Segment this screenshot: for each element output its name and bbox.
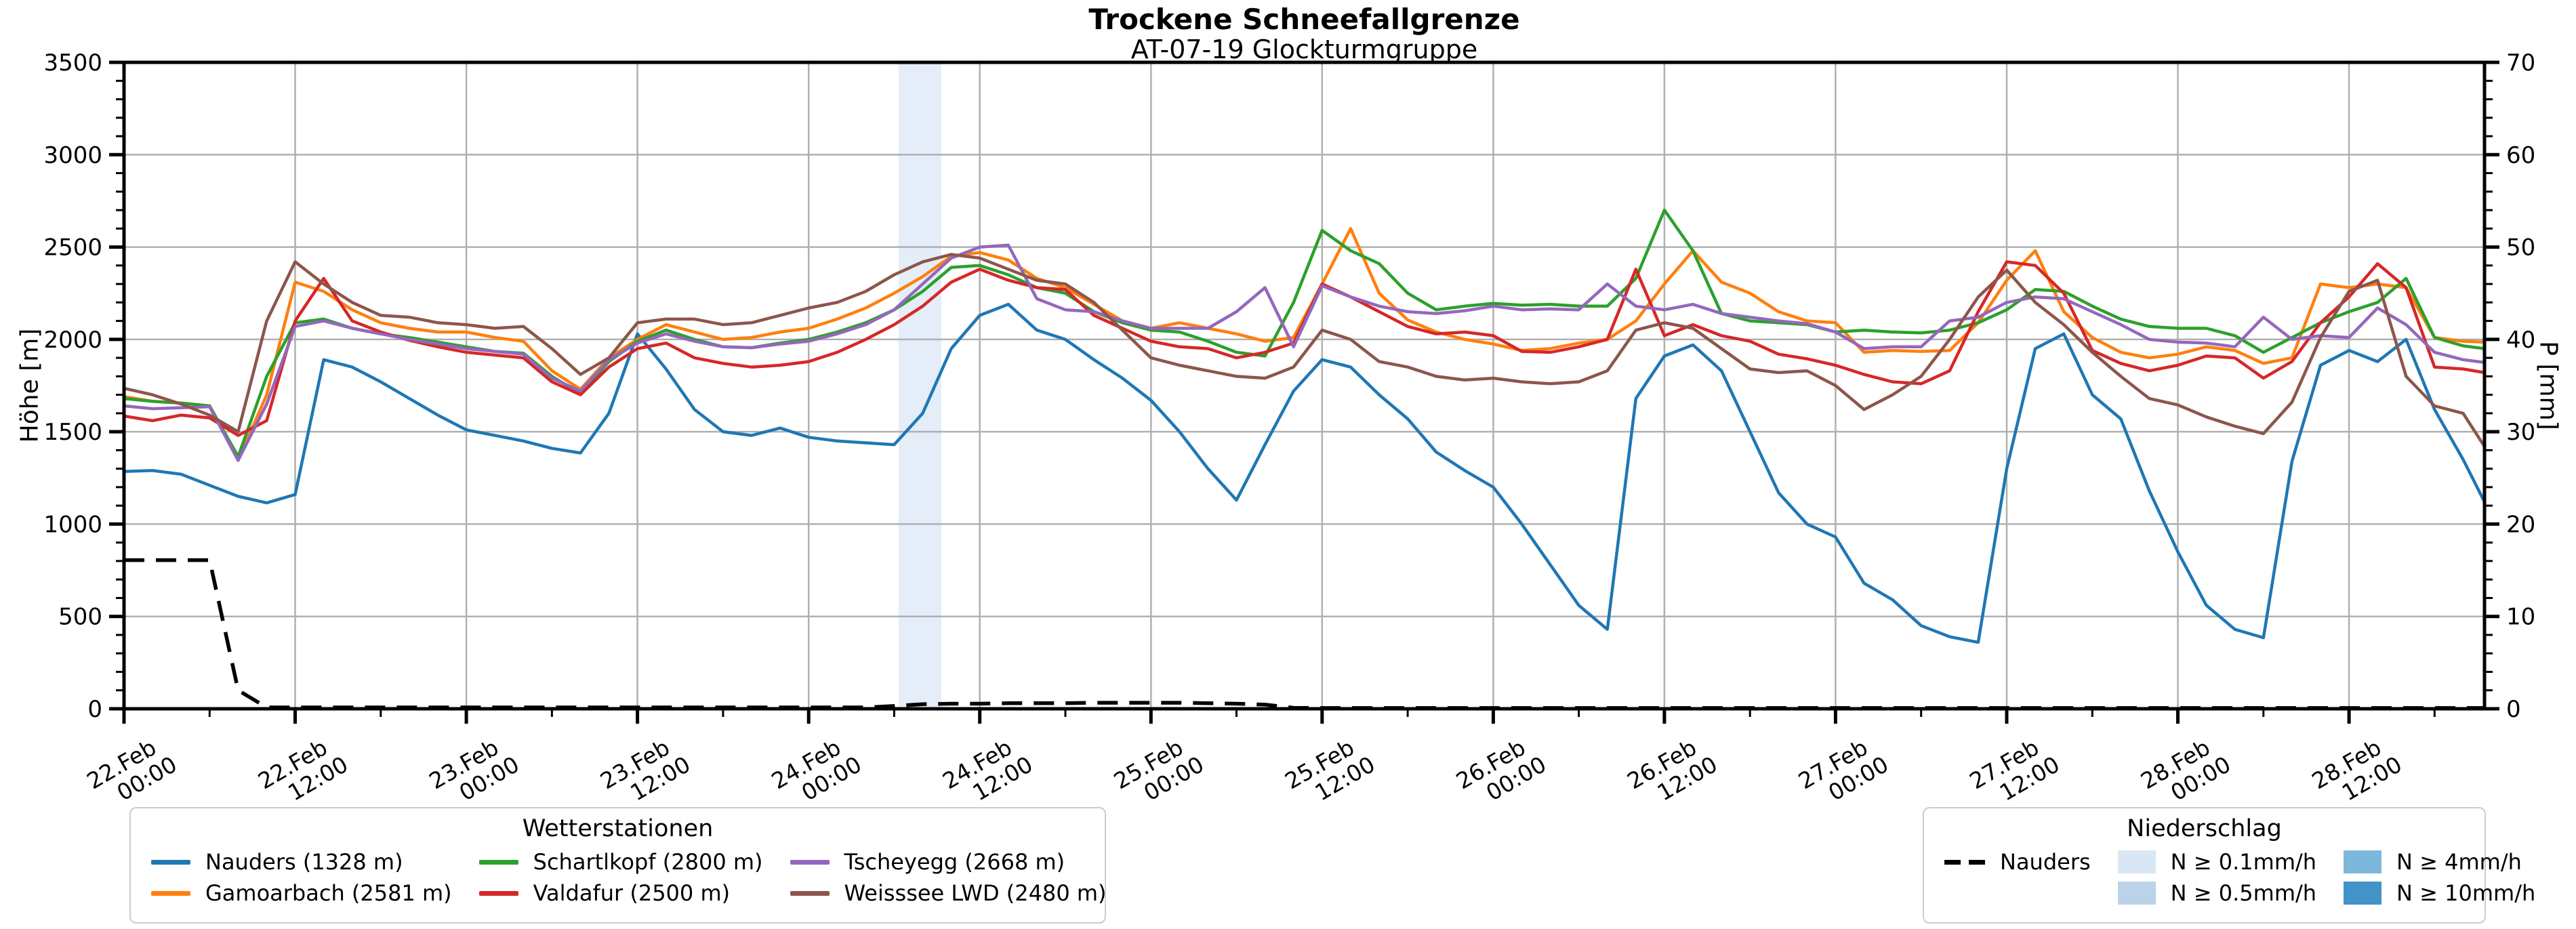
x-tick-label: 28.Feb00:00 [2136, 729, 2235, 816]
patch-swatch-icon [2117, 850, 2156, 873]
y-tick-label: 1000 [43, 511, 102, 538]
patch-swatch-icon [2344, 882, 2382, 905]
y-tick-label: 1500 [43, 419, 102, 446]
series-nauders-niederschlag [124, 558, 2485, 710]
legend-item-label: N ≥ 0.5mm/h [2170, 880, 2317, 906]
legend-item-label: Weisssee LWD (2480 m) [844, 880, 1107, 906]
right-axis-label: P [mm] [2534, 341, 2562, 430]
title-block: Trockene Schneefallgrenze AT-07-19 Glock… [124, 3, 2485, 65]
legend-item-label: N ≥ 0.1mm/h [2170, 849, 2317, 875]
legend-item-nauders-1328-m: Nauders (1328 m) [151, 849, 452, 875]
y2-tick-label: 30 [2506, 419, 2535, 446]
x-tick-label: 25.Feb00:00 [1109, 729, 1208, 816]
x-tick-label: 23.Feb12:00 [596, 729, 695, 816]
legend-item-n-10mm-h: N ≥ 10mm/h [2344, 880, 2535, 906]
x-tick-label: 24.Feb00:00 [767, 729, 866, 816]
x-tick-label: 26.Feb12:00 [1622, 729, 1721, 816]
legend-wetterstationen-items: Nauders (1328 m) Gamoarbach (2581 m) Schar… [151, 849, 1107, 906]
x-tick-label: 22.Feb12:00 [253, 729, 352, 816]
y2-tick-label: 70 [2506, 49, 2535, 77]
x-tick-label: 27.Feb00:00 [1794, 729, 1893, 816]
dashed-line-swatch-icon [1944, 859, 1985, 865]
legend-item-label: Gamoarbach (2581 m) [205, 880, 452, 906]
y-tick-label: 2000 [43, 327, 102, 354]
legend-spacer [1944, 880, 2091, 906]
line-swatch-icon [790, 859, 830, 865]
chart-title: Trockene Schneefallgrenze [1088, 3, 1520, 36]
line-swatch-icon [151, 890, 190, 896]
y2-tick-label: 20 [2506, 511, 2535, 538]
x-tick-label: 24.Feb12:00 [938, 729, 1037, 816]
legend-item-weisssee-lwd-2480-m: Weisssee LWD (2480 m) [790, 880, 1107, 906]
legend-item-schartlkopf-2800-m: Schartlkopf (2800 m) [478, 849, 763, 875]
legend-item-label: Nauders (1328 m) [205, 849, 403, 875]
series-weisssee-lwd-2480-m [123, 253, 2486, 448]
legend-niederschlag-items: Nauders N ≥ 0.1mm/h N ≥ 0.5mm/h N ≥ 4mm/h N … [1944, 849, 2535, 906]
y2-tick-label: 0 [2506, 696, 2521, 723]
x-tick-label: 26.Feb00:00 [1452, 729, 1551, 816]
legend-item-label: Tscheyegg (2668 m) [844, 849, 1065, 875]
legend-item-label: N ≥ 10mm/h [2396, 880, 2536, 906]
line-swatch-icon [790, 890, 830, 896]
y2-tick-label: 40 [2506, 327, 2535, 354]
legend-wetterstationen: Wetterstationen Nauders (1328 m) Gamoarba… [129, 807, 1107, 924]
legend-item-tscheyegg-2668-m: Tscheyegg (2668 m) [790, 849, 1107, 875]
legend-niederschlag-title: Niederschlag [2127, 815, 2282, 842]
legend-item-label: Nauders [2000, 849, 2091, 875]
legend-item-label: N ≥ 4mm/h [2396, 849, 2522, 875]
line-swatch-icon [478, 890, 518, 896]
legend-item-valdafur-2500-m: Valdafur (2500 m) [478, 880, 763, 906]
y-tick-label: 3000 [43, 142, 102, 169]
legend-wetterstationen-title: Wetterstationen [522, 815, 714, 842]
legend-item-n-0-1mm-h: N ≥ 0.1mm/h [2117, 849, 2317, 875]
legend-item-n-4mm-h: N ≥ 4mm/h [2344, 849, 2535, 875]
legend-item-gamoarbach-2581-m: Gamoarbach (2581 m) [151, 880, 452, 906]
y-tick-label: 2500 [43, 234, 102, 262]
left-axis-label: Höhe [m] [16, 328, 44, 443]
chart-subtitle: AT-07-19 Glockturmgruppe [1130, 35, 1478, 65]
line-swatch-icon [151, 859, 190, 865]
x-tick-label: 27.Feb12:00 [1965, 729, 2064, 816]
x-tick-label: 22.Feb00:00 [82, 729, 181, 816]
series-tscheyegg-2668-m [123, 243, 2485, 462]
x-tick-label: 23.Feb00:00 [425, 729, 524, 816]
y-tick-label: 3500 [43, 49, 102, 77]
spacer [1944, 891, 1985, 896]
patch-swatch-icon [2344, 850, 2382, 873]
y2-tick-label: 50 [2506, 234, 2535, 262]
legend-item-label: Valdafur (2500 m) [533, 880, 731, 906]
legend-item-label: Schartlkopf (2800 m) [533, 849, 763, 875]
legend-niederschlag: Niederschlag Nauders N ≥ 0.1mm/h N ≥ 0.5mm… [1923, 807, 2535, 924]
series-gamoarbach-2581-m [123, 227, 2485, 462]
plot-border [122, 60, 2487, 711]
y-tick-label: 0 [87, 696, 102, 723]
y-tick-label: 500 [58, 604, 102, 631]
x-tick-label: 28.Feb12:00 [2308, 729, 2407, 816]
legend-item-n-0-5mm-h: N ≥ 0.5mm/h [2117, 880, 2317, 906]
x-tick-label: 25.Feb12:00 [1280, 729, 1379, 816]
patch-swatch-icon [2117, 882, 2156, 905]
line-swatch-icon [478, 859, 518, 865]
y2-tick-label: 60 [2506, 142, 2535, 169]
y2-tick-label: 10 [2506, 604, 2535, 631]
legend-item-nauders: Nauders [1944, 849, 2091, 875]
series-nauders-1328-m [123, 302, 2487, 644]
